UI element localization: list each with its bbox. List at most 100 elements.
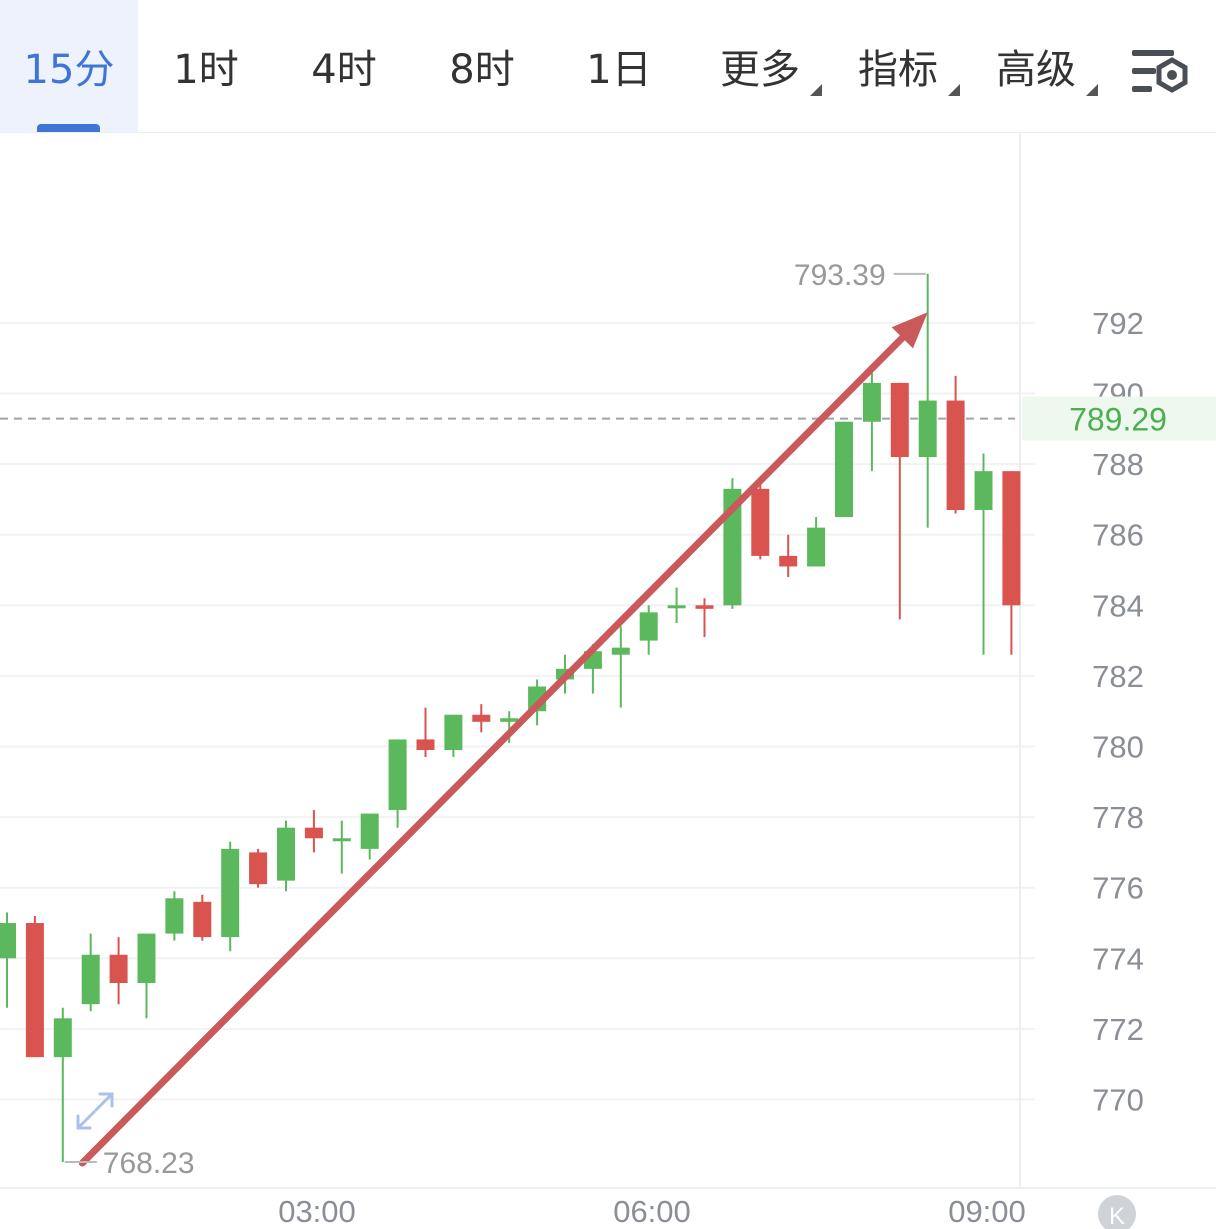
candle bbox=[109, 937, 128, 1005]
candle bbox=[695, 598, 714, 638]
candle-body bbox=[165, 898, 184, 934]
candle bbox=[221, 841, 240, 952]
candle-body bbox=[667, 605, 686, 609]
price-tick-label: 784 bbox=[1092, 588, 1144, 623]
k-icon-label: K bbox=[1109, 1203, 1125, 1229]
candle-body bbox=[81, 954, 100, 1005]
candle-body bbox=[304, 827, 323, 839]
candle bbox=[918, 273, 937, 528]
tab-label: 1日 bbox=[586, 47, 652, 93]
price-tick-label: 776 bbox=[1092, 871, 1144, 906]
tab-more-dropdown[interactable]: 更多 bbox=[712, 0, 808, 132]
k-icon[interactable]: K bbox=[1098, 1195, 1136, 1229]
candle-body bbox=[918, 400, 937, 458]
candle-body bbox=[360, 813, 379, 849]
candle-body bbox=[611, 647, 630, 655]
candle-body bbox=[0, 923, 16, 959]
trend-arrow-head bbox=[891, 312, 928, 349]
price-tick-label: 770 bbox=[1092, 1083, 1144, 1118]
candle bbox=[974, 453, 993, 655]
candle-body bbox=[221, 848, 240, 938]
candle-body bbox=[751, 488, 770, 556]
tab-label: 指标 bbox=[858, 47, 938, 93]
candles bbox=[0, 273, 1021, 1162]
low-price-label: 768.23 bbox=[103, 1147, 195, 1180]
price-tick-label: 772 bbox=[1092, 1012, 1144, 1047]
candle-body bbox=[249, 852, 268, 885]
candle bbox=[53, 1007, 72, 1162]
price-tick-label: 786 bbox=[1092, 518, 1144, 553]
candle-body bbox=[500, 718, 519, 722]
candle-body bbox=[695, 605, 714, 609]
candle-body bbox=[277, 827, 295, 881]
candle bbox=[81, 933, 100, 1012]
tab-1hour[interactable]: 1时 bbox=[150, 0, 262, 132]
candle-body bbox=[639, 612, 658, 641]
candle-body bbox=[137, 933, 156, 984]
candle bbox=[667, 587, 686, 623]
tab-1day[interactable]: 1日 bbox=[563, 0, 675, 132]
price-tick-label: 774 bbox=[1092, 941, 1144, 976]
candle bbox=[416, 707, 435, 758]
candle-body bbox=[25, 923, 44, 1058]
candle bbox=[639, 605, 658, 655]
price-tick-label: 792 bbox=[1092, 306, 1144, 341]
candle-body bbox=[835, 421, 853, 518]
candle bbox=[835, 421, 853, 518]
candle bbox=[193, 894, 212, 941]
candle-body bbox=[193, 901, 212, 938]
tab-15min[interactable]: 15分 bbox=[0, 0, 138, 132]
candle bbox=[862, 372, 881, 472]
candle bbox=[332, 820, 351, 874]
tab-4hour[interactable]: 4时 bbox=[288, 0, 400, 132]
high-price-label: 793.39 bbox=[794, 259, 886, 292]
dropdown-caret-icon bbox=[948, 84, 960, 96]
dropdown-caret-icon bbox=[1086, 84, 1098, 96]
candle bbox=[137, 933, 156, 1019]
candle bbox=[444, 714, 463, 758]
interval-tab-bar: 15分 1时 4时 8时 1日 更多 指标 高级 bbox=[0, 0, 1216, 133]
expand-icon[interactable] bbox=[76, 1092, 114, 1130]
chart-settings-icon[interactable] bbox=[1130, 48, 1190, 98]
candle bbox=[277, 820, 295, 892]
tab-label: 15分 bbox=[23, 47, 115, 93]
candle-body bbox=[109, 954, 128, 984]
candle-body bbox=[779, 555, 798, 567]
candle-body bbox=[946, 400, 965, 510]
tab-label: 1时 bbox=[173, 47, 239, 93]
price-tick-label: 780 bbox=[1092, 730, 1144, 765]
candle-body bbox=[807, 527, 826, 567]
candle bbox=[807, 517, 826, 567]
time-tick-label: 03:00 bbox=[278, 1194, 356, 1229]
candle bbox=[360, 813, 379, 860]
candle-body bbox=[388, 739, 407, 811]
candle bbox=[751, 481, 770, 560]
trend-arrow-shaft bbox=[78, 334, 906, 1167]
time-tick-label: 06:00 bbox=[613, 1194, 691, 1229]
candle bbox=[0, 912, 16, 1008]
price-tick-label: 778 bbox=[1092, 800, 1144, 835]
tab-indicators-dropdown[interactable]: 指标 bbox=[850, 0, 946, 132]
candle bbox=[165, 891, 184, 941]
candle bbox=[890, 382, 909, 620]
price-tick-label: 782 bbox=[1092, 659, 1144, 694]
candle bbox=[388, 739, 407, 828]
candle bbox=[779, 534, 798, 578]
candle bbox=[472, 704, 491, 733]
candle-body bbox=[332, 838, 351, 842]
candle bbox=[946, 375, 965, 514]
tab-label: 更多 bbox=[720, 47, 800, 93]
candle bbox=[611, 626, 630, 708]
candle-body bbox=[416, 739, 435, 751]
candle-body bbox=[890, 382, 909, 458]
tab-advanced-dropdown[interactable]: 高级 bbox=[988, 0, 1084, 132]
candle-body bbox=[53, 1018, 72, 1058]
tab-label: 4时 bbox=[311, 47, 377, 93]
candle bbox=[249, 848, 268, 888]
tab-8hour[interactable]: 8时 bbox=[426, 0, 538, 132]
current-price-label: 789.29 bbox=[1069, 402, 1167, 438]
candle-body bbox=[862, 382, 881, 422]
grid-lines bbox=[0, 321, 1035, 1101]
active-tab-indicator bbox=[37, 124, 100, 132]
